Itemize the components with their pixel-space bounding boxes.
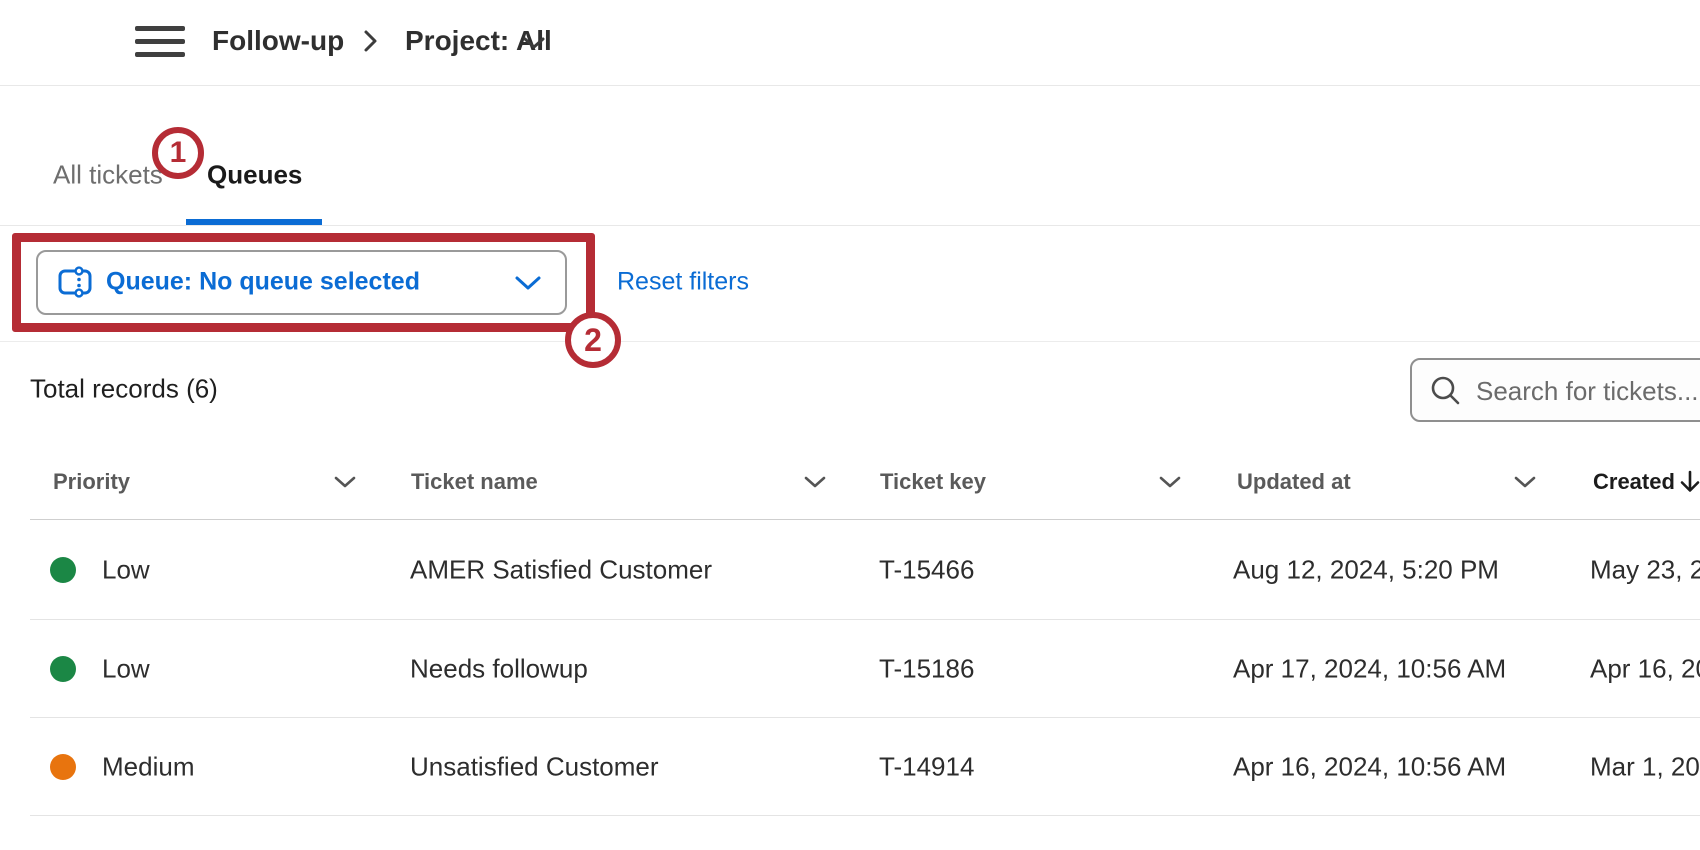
tab-queues[interactable]: Queues [207,159,303,190]
priority-dot-low [50,656,76,682]
priority-cell: Low [102,554,150,585]
priority-cell: Medium [102,751,195,782]
filter-row-divider [0,341,1700,342]
queue-dropdown-label: Queue: No queue selected [106,267,420,296]
column-header-created[interactable]: Created [1593,469,1675,494]
updated-at-cell: Aug 12, 2024, 5:20 PM [1233,554,1499,585]
row-divider [30,619,1700,620]
top-bar [0,0,1700,86]
updated-at-cell: Apr 17, 2024, 10:56 AM [1233,653,1507,684]
queue-chevron-down-icon [514,275,542,291]
ticket-name-cell: Unsatisfied Customer [410,751,659,782]
annotation-step-2-badge: 2 [565,312,621,368]
project-chevron-down-icon[interactable] [522,36,546,50]
annotation-step-1-badge: 1 [152,127,204,179]
tab-all-tickets[interactable]: All tickets [53,159,163,190]
total-records-label: Total records (6) [30,373,218,404]
search-icon [1428,374,1464,410]
table-row[interactable]: Low AMER Satisfied Customer T-15466 Aug … [0,520,1700,619]
created-cell: May 23, 2 [1590,554,1700,585]
active-tab-indicator [186,219,322,225]
hamburger-menu-icon[interactable] [135,26,185,58]
created-cell: Apr 16, 20 [1590,653,1700,684]
search-input[interactable] [1474,360,1700,422]
column-header-ticket-key[interactable]: Ticket key [880,469,987,494]
ticket-icon [58,266,92,298]
ticket-name-cell: Needs followup [410,653,588,684]
ticket-key-cell: T-14914 [879,751,975,782]
priority-dot-medium [50,754,76,780]
table-row[interactable]: Medium Unsatisfied Customer T-14914 Apr … [0,718,1700,815]
priority-cell: Low [102,653,150,684]
sort-descending-arrow-icon[interactable] [1678,468,1700,496]
column-header-priority[interactable]: Priority [53,469,131,494]
table-row[interactable]: Low Needs followup T-15186 Apr 17, 2024,… [0,620,1700,717]
search-box [1410,358,1700,422]
column-header-updated-at[interactable]: Updated at [1237,469,1351,494]
ticket-key-filter-chevron-icon[interactable] [1158,476,1182,489]
ticket-name-filter-chevron-icon[interactable] [803,476,827,489]
tabs-divider [0,225,1700,226]
queue-dropdown-button[interactable] [36,250,567,315]
breadcrumb-section[interactable]: Follow-up [212,25,345,56]
created-cell: Mar 1, 20 [1590,751,1700,782]
breadcrumb-separator-icon [360,28,380,54]
row-divider [30,717,1700,718]
column-header-ticket-name[interactable]: Ticket name [411,469,538,494]
updated-at-cell: Apr 16, 2024, 10:56 AM [1233,751,1507,782]
ticket-key-cell: T-15466 [879,554,975,585]
priority-filter-chevron-icon[interactable] [333,476,357,489]
priority-dot-low [50,557,76,583]
table-header-divider [30,519,1700,520]
ticket-name-cell: AMER Satisfied Customer [410,554,712,585]
reset-filters-link[interactable]: Reset filters [617,267,749,296]
row-divider [30,815,1700,816]
ticket-key-cell: T-15186 [879,653,975,684]
updated-at-filter-chevron-icon[interactable] [1513,476,1537,489]
